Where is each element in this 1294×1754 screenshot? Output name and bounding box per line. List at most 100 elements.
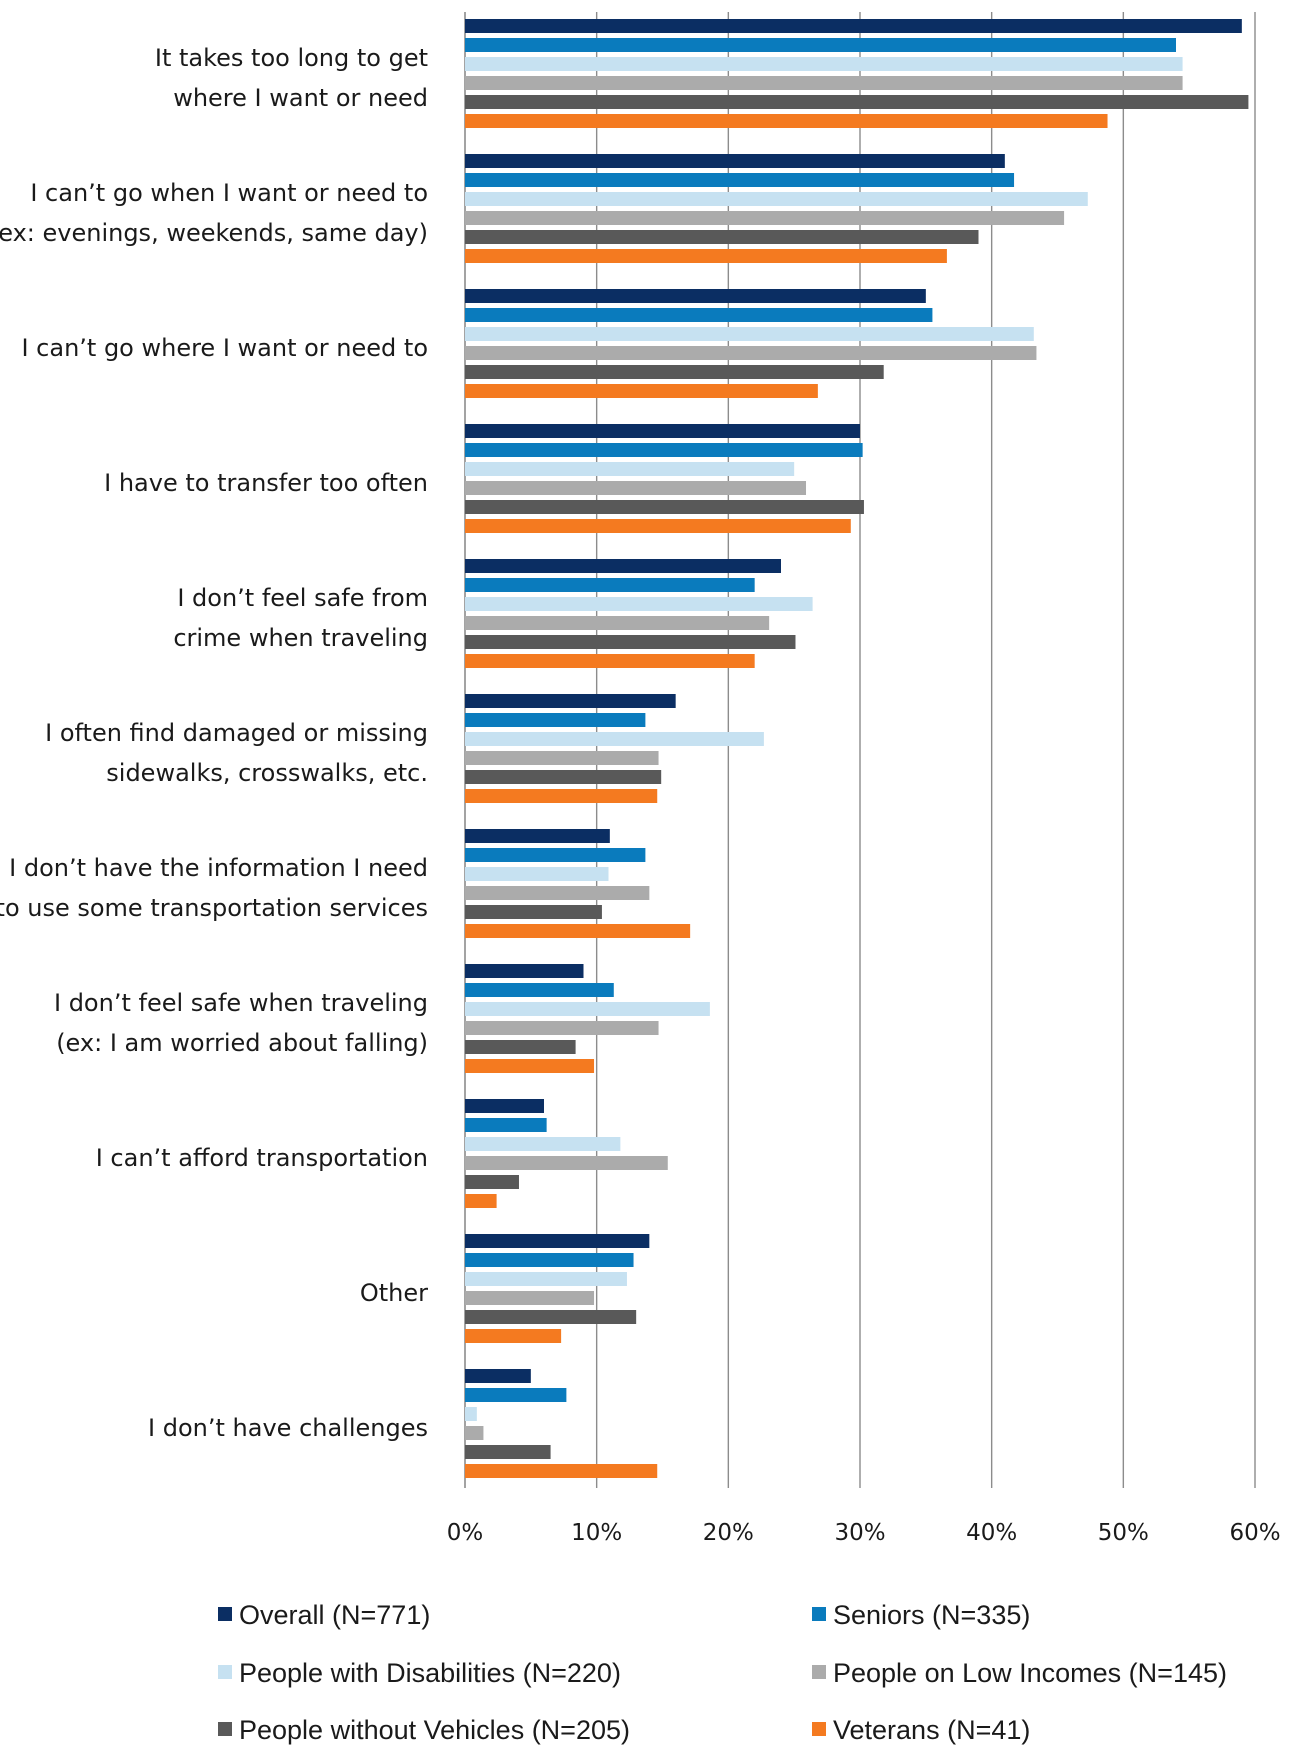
category-label: where I want or need [173,84,428,112]
bar [465,1329,562,1343]
bar [465,578,755,592]
x-tick-label: 50% [1098,1520,1149,1546]
x-tick-label: 0% [447,1520,484,1546]
bar [465,1021,659,1035]
legend: Overall (N=771) Seniors (N=335) People wit… [218,1600,1227,1745]
bar [465,732,764,746]
bar [465,154,1005,168]
bar [465,173,1015,187]
bar [465,289,926,303]
bar [465,462,795,476]
bar [465,327,1034,341]
category-label: I can’t go when I want or need to [30,179,428,207]
category-label: I don’t have the information I need [9,854,428,882]
bar [465,1464,658,1478]
category-label: I can’t go where I want or need to [21,334,428,362]
x-tick-label: 60% [1229,1520,1280,1546]
bar [465,1369,531,1383]
bar [465,1253,634,1267]
bar [465,924,691,938]
legend-label: Overall (N=771) [239,1600,430,1630]
bar [465,867,609,881]
bar [465,1175,519,1189]
bar [465,211,1065,225]
bar [465,829,610,843]
bar [465,713,646,727]
category-label: sidewalks, crosswalks, etc. [106,759,428,787]
bar [465,1388,567,1402]
legend-swatch [218,1722,232,1736]
x-tick-label: 30% [834,1520,885,1546]
category-label: I don’t have challenges [148,1414,428,1442]
bar [465,308,933,322]
bar [465,500,864,514]
bar [465,848,646,862]
legend-label: People without Vehicles (N=205) [239,1715,630,1745]
bar [465,384,818,398]
bar [465,597,813,611]
bar [465,76,1183,90]
bar [465,192,1088,206]
bar [465,751,659,765]
category-label: to use some transportation services [0,894,428,922]
bar [465,905,602,919]
bar [465,964,584,978]
category-label: crime when traveling [173,624,428,652]
bar [465,1445,551,1459]
bar [465,519,851,533]
bars [465,19,1249,1478]
category-label: It takes too long to get [155,44,428,72]
bar [465,789,658,803]
bar [465,346,1037,360]
bar [465,38,1176,52]
category-label: I can’t afford transportation [96,1144,428,1172]
category-label: I don’t feel safe when traveling [54,989,428,1017]
legend-swatch [218,1665,232,1679]
bar [465,443,863,457]
legend-label: Veterans (N=41) [833,1715,1030,1745]
bar [465,114,1108,128]
bar [465,1291,595,1305]
bar [465,57,1183,71]
bar [465,616,770,630]
bar [465,19,1242,33]
bar [465,770,662,784]
bar [465,249,947,263]
bar [465,1310,637,1324]
legend-swatch [218,1607,232,1621]
bar [465,1137,621,1151]
bar [465,1194,497,1208]
x-tick-label: 20% [703,1520,754,1546]
bar [465,424,860,438]
bar [465,1099,544,1113]
bar [465,983,614,997]
bar [465,886,650,900]
bar [465,1118,547,1132]
legend-label: People on Low Incomes (N=145) [833,1658,1227,1688]
x-tick-label: 40% [966,1520,1017,1546]
legend-label: People with Disabilities (N=220) [239,1658,621,1688]
bar [465,694,676,708]
bar [465,1156,668,1170]
x-tick-label: 10% [571,1520,622,1546]
category-label: (ex: evenings, weekends, same day) [0,219,428,247]
bar [465,1002,710,1016]
bar [465,559,781,573]
category-label: I have to transfer too often [104,469,428,497]
bar [465,1426,484,1440]
category-label: Other [360,1279,428,1307]
category-label: (ex: I am worried about falling) [56,1029,428,1057]
legend-swatch [812,1722,826,1736]
bar [465,654,755,668]
legend-label: Seniors (N=335) [833,1600,1030,1630]
bar [465,1407,477,1421]
bar [465,1040,576,1054]
bar [465,95,1249,109]
bar [465,230,979,244]
bar [465,481,807,495]
legend-swatch [812,1665,826,1679]
bar [465,365,884,379]
bar [465,1272,627,1286]
bar [465,1059,595,1073]
